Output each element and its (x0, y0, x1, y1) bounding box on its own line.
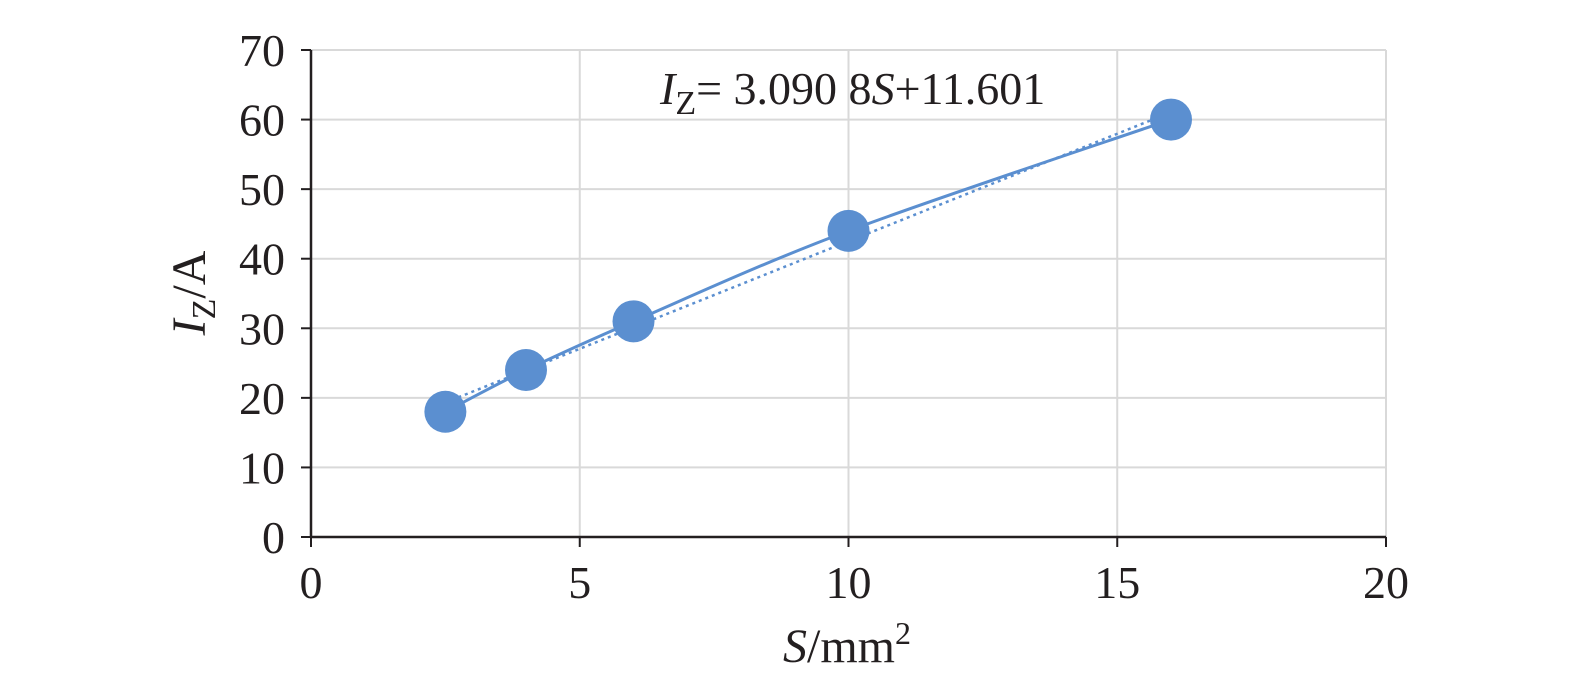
x-tick-label: 0 (300, 557, 323, 608)
y-tick-label: 40 (239, 234, 285, 285)
series-line (444, 118, 1172, 414)
data-point (612, 300, 655, 343)
x-axis-ticks: 0 5 10 15 20 (300, 557, 1410, 608)
data-points (424, 98, 1192, 433)
y-tick-label: 20 (239, 373, 285, 424)
x-tick-label: 20 (1363, 557, 1409, 608)
x-tick-label: 10 (826, 557, 872, 608)
y-axis-title: IZ/A (163, 250, 223, 336)
y-tick-label: 10 (239, 442, 285, 493)
y-tick-label: 50 (239, 164, 285, 215)
trendline-equation: IZ= 3.090 8S+11.601 (659, 63, 1045, 122)
x-axis-title: S/mm2 (783, 615, 911, 673)
x-tick-label: 5 (568, 557, 591, 608)
axes (301, 49, 1387, 547)
x-tick-label: 15 (1094, 557, 1140, 608)
data-series (444, 118, 1172, 414)
data-point (505, 349, 547, 392)
y-tick-label: 0 (262, 512, 285, 563)
y-tick-label: 30 (239, 303, 285, 354)
data-point (424, 390, 467, 433)
y-tick-label: 70 (239, 25, 285, 76)
data-point (827, 209, 870, 252)
grid (311, 49, 1387, 537)
y-tick-label: 60 (239, 95, 285, 146)
data-point (1150, 98, 1192, 141)
y-axis-ticks: 0 10 20 30 40 50 60 70 (239, 25, 285, 563)
